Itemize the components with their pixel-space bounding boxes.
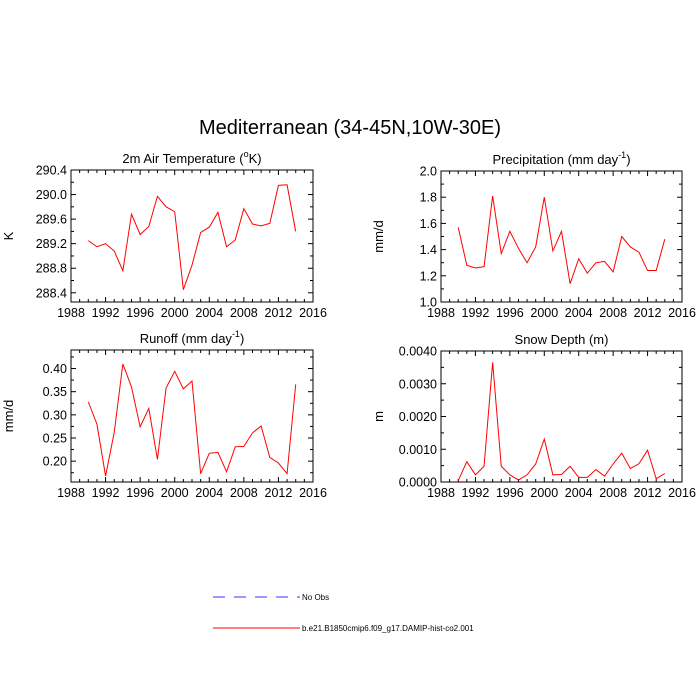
legend-item: b.e21.B1850cmip6.f09_g17.DAMIP-hist-co2.… [213, 624, 474, 633]
x-tick-label: 2016 [299, 486, 327, 500]
plot-frame [70, 169, 314, 303]
x-tick-label: 1988 [57, 306, 85, 320]
y-tick-label: 288.4 [36, 286, 67, 300]
legend-label: No Obs [302, 593, 329, 602]
x-tick-label: 2012 [634, 486, 662, 500]
y-tick-label: 290.0 [36, 188, 67, 202]
x-tick-label: 2016 [299, 306, 327, 320]
x-tick-label: 1988 [427, 306, 455, 320]
x-tick-label: 2008 [599, 486, 627, 500]
y-tick-label: 1.8 [420, 191, 437, 205]
x-tick-label: 2000 [530, 486, 558, 500]
x-tick-label: 1988 [427, 486, 455, 500]
x-tick-label: 1992 [462, 306, 490, 320]
panel-title: Runoff (mm day-1) [140, 329, 245, 346]
x-tick-label: 2004 [195, 486, 223, 500]
x-tick-label: 2000 [530, 306, 558, 320]
x-tick-label: 1988 [57, 486, 85, 500]
x-tick-label: 2012 [265, 306, 293, 320]
x-tick-label: 2008 [230, 306, 258, 320]
legend-label: b.e21.B1850cmip6.f09_g17.DAMIP-hist-co2.… [302, 624, 474, 633]
y-tick-label: 1.6 [420, 217, 437, 231]
panel-title-text: Runoff (mm day [140, 331, 233, 346]
chart-panel-4: Snow Depth (m) 1988 1992 1996 2000 2004 2008 20… [371, 332, 696, 500]
y-tick-label: 290.4 [36, 164, 67, 178]
figure-title: Mediterranean (34-45N,10W-30E) [199, 117, 501, 139]
panel-title-end: ) [240, 331, 244, 346]
panel-title-end: ) [626, 152, 630, 167]
x-tick-label: 1992 [462, 486, 490, 500]
panel-title: Snow Depth (m) [515, 332, 609, 347]
panel-title: 2m Air Temperature (oK) [122, 149, 261, 166]
y-tick-label: 0.0000 [399, 476, 437, 490]
series-line [457, 362, 666, 481]
x-tick-label: 1996 [126, 486, 154, 500]
panel-title-text: Snow Depth (m) [515, 332, 609, 347]
y-tick-label: 0.40 [43, 362, 67, 376]
y-axis-label: mm/d [1, 400, 16, 433]
y-axis-label: mm/d [371, 220, 386, 253]
y-tick-label: 1.4 [420, 243, 437, 257]
x-tick-label: 2000 [161, 306, 189, 320]
y-tick-label: 1.0 [420, 296, 437, 310]
chart-panel-3: Runoff (mm day-1) 1988 1992 1996 2000 2004 200… [1, 329, 327, 500]
y-tick-label: 288.8 [36, 262, 67, 276]
x-tick-label: 2016 [668, 486, 696, 500]
x-tick-label: 1992 [92, 486, 120, 500]
x-tick-label: 2004 [565, 306, 593, 320]
panel-title-text: Precipitation (mm day [492, 152, 618, 167]
y-tick-label: 289.6 [36, 213, 67, 227]
panel-title-superscript: -1 [618, 150, 626, 160]
panel-grid: 2m Air Temperature (oK)1988 1992 1996 2000 2… [1, 149, 696, 500]
x-tick-label: 2000 [161, 486, 189, 500]
x-tick-label: 1996 [496, 306, 524, 320]
legend-item: No Obs [213, 593, 329, 602]
y-tick-label: 289.2 [36, 237, 67, 251]
y-axis-label: m [371, 411, 386, 422]
panel-title-superscript: o [244, 149, 249, 159]
y-tick-label: 0.25 [43, 432, 67, 446]
chart-panel-1: 2m Air Temperature (oK) 1988 1992 1996 2000 2… [1, 149, 327, 320]
x-tick-label: 2012 [634, 306, 662, 320]
series-line [457, 195, 666, 284]
chart-panel-2: Precipitation (mm day-1) 1988 1992 1996 2000… [371, 150, 696, 320]
panel-title: Precipitation (mm day-1) [492, 150, 630, 167]
panel-title-end: K) [249, 151, 262, 166]
legend: No Obs b.e21.B1850cmip6.f09_g17.DAMIP-his… [213, 593, 474, 633]
panel-title-superscript: -1 [232, 329, 240, 339]
y-tick-label: 0.35 [43, 385, 67, 399]
x-tick-label: 2008 [230, 486, 258, 500]
x-tick-label: 1992 [92, 306, 120, 320]
x-tick-label: 2008 [599, 306, 627, 320]
x-tick-label: 2004 [565, 486, 593, 500]
y-tick-label: 0.0020 [399, 410, 437, 424]
panel-title-text: 2m Air Temperature ( [122, 151, 244, 166]
y-tick-label: 0.0030 [399, 377, 437, 391]
x-tick-label: 1996 [496, 486, 524, 500]
y-tick-label: 2.0 [420, 165, 437, 179]
plot-frame [440, 170, 683, 303]
y-tick-label: 0.20 [43, 455, 67, 469]
y-tick-label: 1.2 [420, 269, 437, 283]
series-line [87, 363, 297, 477]
y-tick-label: 0.0010 [399, 443, 437, 457]
x-tick-label: 2012 [265, 486, 293, 500]
x-tick-label: 2016 [668, 306, 696, 320]
series-line [88, 184, 297, 290]
x-tick-label: 2004 [195, 306, 223, 320]
y-tick-label: 0.0040 [399, 345, 437, 359]
y-tick-label: 0.30 [43, 408, 67, 422]
y-axis-label: K [1, 231, 16, 240]
plot-frame [440, 350, 683, 483]
x-tick-label: 1996 [126, 306, 154, 320]
